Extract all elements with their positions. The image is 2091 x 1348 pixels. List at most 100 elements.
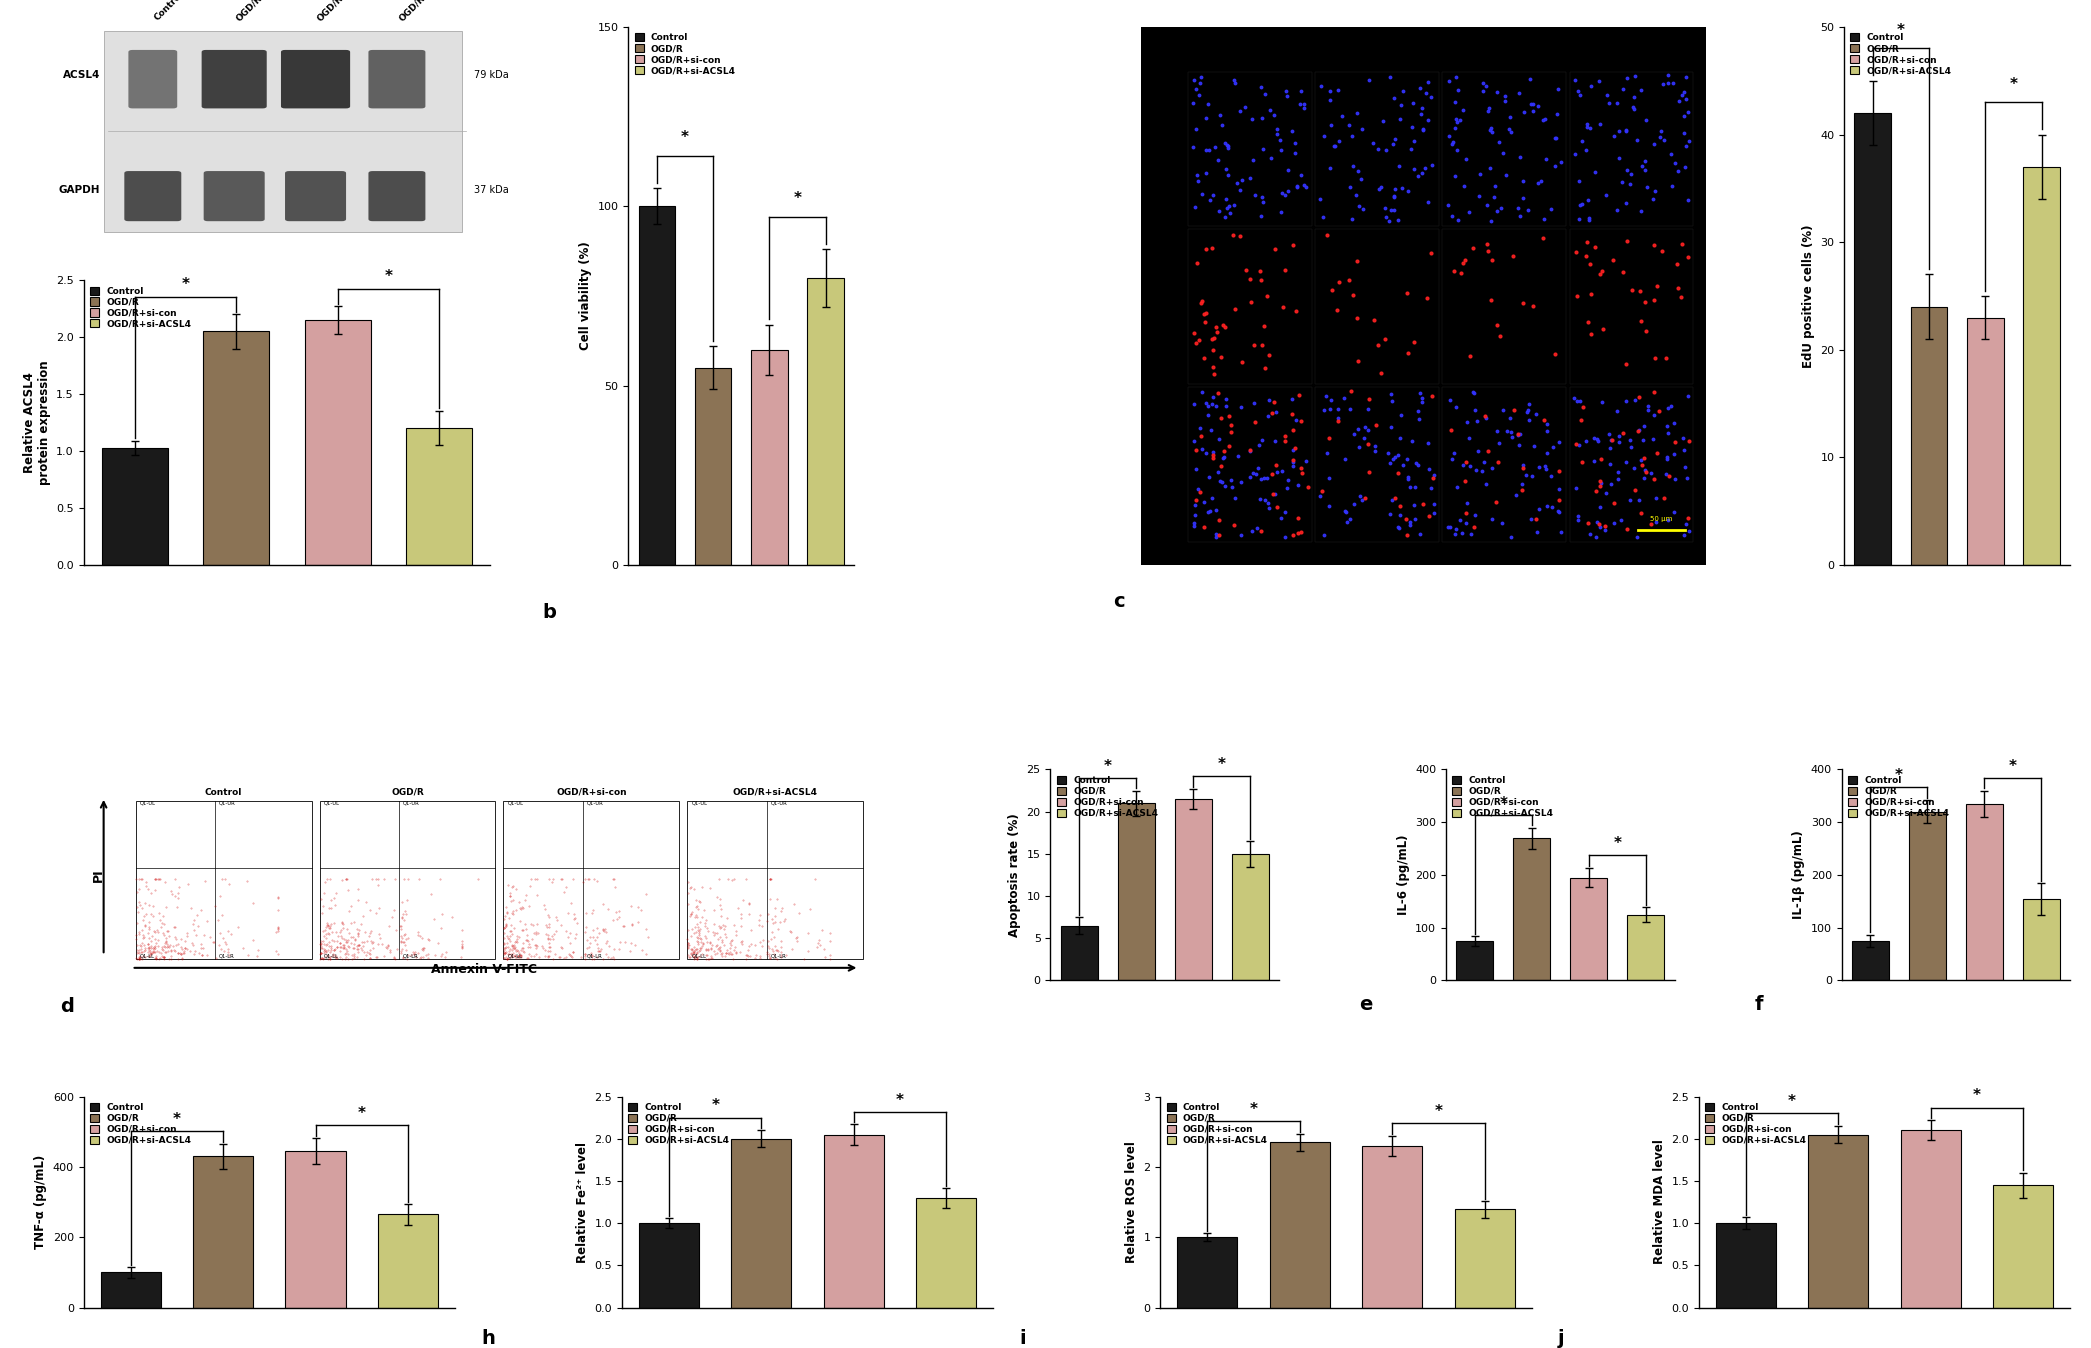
Bar (688, 801, 864, 960)
Bar (638, 206, 675, 565)
Bar (1855, 113, 1890, 565)
Text: Control: Control (153, 0, 186, 23)
Bar (136, 801, 312, 960)
Text: Q1-UL: Q1-UL (508, 801, 523, 805)
Bar (1315, 71, 1439, 226)
Bar (1315, 229, 1439, 384)
Text: *: * (711, 1099, 719, 1113)
Text: i: i (1018, 1329, 1027, 1348)
Y-axis label: IL-6 (pg/mL): IL-6 (pg/mL) (1397, 834, 1409, 915)
Legend: Control, OGD/R, OGD/R+si-con, OGD/R+si-ACSL4: Control, OGD/R, OGD/R+si-con, OGD/R+si-A… (1165, 1101, 1269, 1147)
Text: OGD/R+si-con: OGD/R+si-con (1470, 55, 1539, 65)
FancyBboxPatch shape (201, 50, 268, 108)
Bar (640, 1223, 698, 1308)
Legend: Control, OGD/R, OGD/R+si-con, OGD/R+si-ACSL4: Control, OGD/R, OGD/R+si-con, OGD/R+si-A… (1451, 774, 1556, 820)
Text: *: * (385, 268, 393, 283)
Text: *: * (1499, 795, 1508, 810)
Y-axis label: Apoptosis rate (%): Apoptosis rate (%) (1008, 813, 1020, 937)
Text: Q1-LR: Q1-LR (588, 954, 602, 958)
Text: Q1-LL: Q1-LL (508, 954, 523, 958)
Bar (1269, 1142, 1330, 1308)
Bar (1966, 803, 2003, 980)
Bar (2024, 167, 2060, 565)
Bar (406, 429, 473, 565)
Bar (1717, 1223, 1775, 1308)
Bar (286, 1151, 345, 1308)
Text: Q1-LL: Q1-LL (692, 954, 707, 958)
Text: Merge: Merge (1148, 460, 1181, 469)
Text: Q1-LR: Q1-LR (220, 954, 234, 958)
Text: Q1-UR: Q1-UR (772, 801, 788, 805)
Text: Q1-LL: Q1-LL (140, 954, 155, 958)
Bar (1909, 811, 1947, 980)
Text: OGD/R+si-con: OGD/R+si-con (316, 0, 372, 23)
Text: GAPDH: GAPDH (59, 185, 100, 195)
Bar (694, 368, 732, 565)
Text: PI: PI (92, 868, 105, 882)
Y-axis label: Relative ACSL4
protein expression: Relative ACSL4 protein expression (23, 360, 50, 485)
Legend: Control, OGD/R, OGD/R+si-con, OGD/R+si-ACSL4: Control, OGD/R, OGD/R+si-con, OGD/R+si-A… (88, 1101, 192, 1147)
Legend: Control, OGD/R, OGD/R+si-con, OGD/R+si-ACSL4: Control, OGD/R, OGD/R+si-con, OGD/R+si-A… (88, 284, 192, 330)
Text: b: b (542, 603, 556, 621)
Legend: Control, OGD/R, OGD/R+si-con, OGD/R+si-ACSL4: Control, OGD/R, OGD/R+si-con, OGD/R+si-A… (1056, 774, 1161, 820)
Bar (192, 1157, 253, 1308)
Text: *: * (1974, 1088, 1980, 1103)
Bar (102, 448, 167, 565)
Text: OGD/R+si-con: OGD/R+si-con (556, 789, 627, 797)
Bar (824, 1135, 884, 1308)
Text: OGD/R: OGD/R (1361, 55, 1393, 65)
Text: *: * (897, 1092, 903, 1108)
Y-axis label: IL-1β (pg/mL): IL-1β (pg/mL) (1792, 830, 1805, 919)
Text: *: * (1434, 1104, 1443, 1119)
Text: *: * (1217, 758, 1225, 772)
Text: Q1-UR: Q1-UR (220, 801, 236, 805)
Bar (1177, 1237, 1238, 1308)
Text: *: * (174, 1112, 180, 1127)
Text: *: * (358, 1105, 366, 1120)
Bar (1188, 387, 1311, 542)
Text: d: d (61, 998, 73, 1016)
Bar (1188, 71, 1311, 226)
FancyBboxPatch shape (203, 171, 266, 221)
Bar (1627, 914, 1664, 980)
FancyBboxPatch shape (280, 50, 349, 108)
Bar (1853, 941, 1888, 980)
Y-axis label: Relative ROS level: Relative ROS level (1125, 1142, 1138, 1263)
Bar (1443, 229, 1566, 384)
Text: Q1-UR: Q1-UR (404, 801, 420, 805)
Bar (1188, 229, 1311, 384)
Bar (916, 1198, 976, 1308)
Y-axis label: EdU positive cells (%): EdU positive cells (%) (1802, 224, 1815, 368)
Bar (320, 801, 496, 960)
FancyBboxPatch shape (284, 171, 347, 221)
Bar (203, 332, 270, 565)
Text: Q1-LL: Q1-LL (324, 954, 339, 958)
Legend: Control, OGD/R, OGD/R+si-con, OGD/R+si-ACSL4: Control, OGD/R, OGD/R+si-con, OGD/R+si-A… (1704, 1101, 1809, 1147)
Text: *: * (1897, 23, 1905, 38)
Text: *: * (682, 131, 690, 146)
Text: c: c (1112, 592, 1125, 611)
Bar (1570, 71, 1694, 226)
Y-axis label: Relative Fe²⁺ level: Relative Fe²⁺ level (575, 1142, 590, 1263)
Bar (1457, 941, 1493, 980)
Text: *: * (1104, 759, 1112, 774)
Y-axis label: Cell viability (%): Cell viability (%) (579, 241, 592, 350)
Legend: Control, OGD/R, OGD/R+si-con, OGD/R+si-ACSL4: Control, OGD/R, OGD/R+si-con, OGD/R+si-A… (627, 1101, 732, 1147)
Text: OGD/R+si-ACSL4: OGD/R+si-ACSL4 (397, 0, 464, 23)
Text: *: * (1788, 1095, 1796, 1109)
FancyBboxPatch shape (123, 171, 182, 221)
Text: EdU: EdU (1161, 302, 1181, 311)
FancyBboxPatch shape (128, 50, 178, 108)
Text: *: * (1250, 1101, 1257, 1117)
Bar (1968, 318, 2003, 565)
Bar (1514, 838, 1549, 980)
Text: 37 kDa: 37 kDa (475, 185, 508, 195)
FancyBboxPatch shape (368, 50, 424, 108)
Text: Control: Control (1232, 55, 1269, 65)
Text: Q1-LR: Q1-LR (772, 954, 786, 958)
Text: f: f (1754, 995, 1763, 1014)
FancyBboxPatch shape (105, 31, 462, 232)
Text: OGD/R+si-ACSL4: OGD/R+si-ACSL4 (734, 789, 818, 797)
Legend: Control, OGD/R, OGD/R+si-con, OGD/R+si-ACSL4: Control, OGD/R, OGD/R+si-con, OGD/R+si-A… (634, 31, 738, 77)
Y-axis label: Relative MDA level: Relative MDA level (1652, 1139, 1667, 1264)
